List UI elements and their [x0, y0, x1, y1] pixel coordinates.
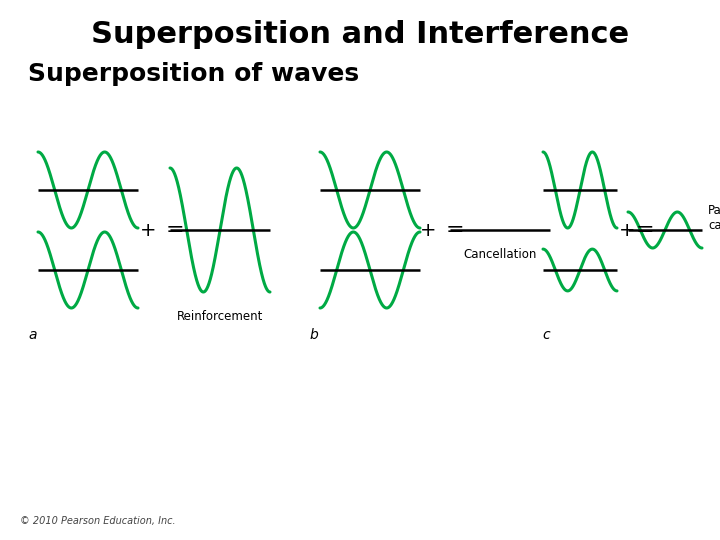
- Text: +: +: [618, 220, 635, 240]
- Text: +: +: [420, 220, 436, 240]
- Text: =: =: [446, 220, 464, 240]
- Text: +: +: [140, 220, 156, 240]
- Text: Partial
cancellation: Partial cancellation: [708, 204, 720, 232]
- Text: b: b: [310, 328, 319, 342]
- Text: c: c: [542, 328, 549, 342]
- Text: a: a: [28, 328, 37, 342]
- Text: Superposition and Interference: Superposition and Interference: [91, 20, 629, 49]
- Text: Superposition of waves: Superposition of waves: [28, 62, 359, 86]
- Text: =: =: [166, 220, 184, 240]
- Text: © 2010 Pearson Education, Inc.: © 2010 Pearson Education, Inc.: [20, 516, 176, 526]
- Text: Cancellation: Cancellation: [463, 248, 536, 261]
- Text: Reinforcement: Reinforcement: [177, 310, 264, 323]
- Text: =: =: [636, 220, 654, 240]
